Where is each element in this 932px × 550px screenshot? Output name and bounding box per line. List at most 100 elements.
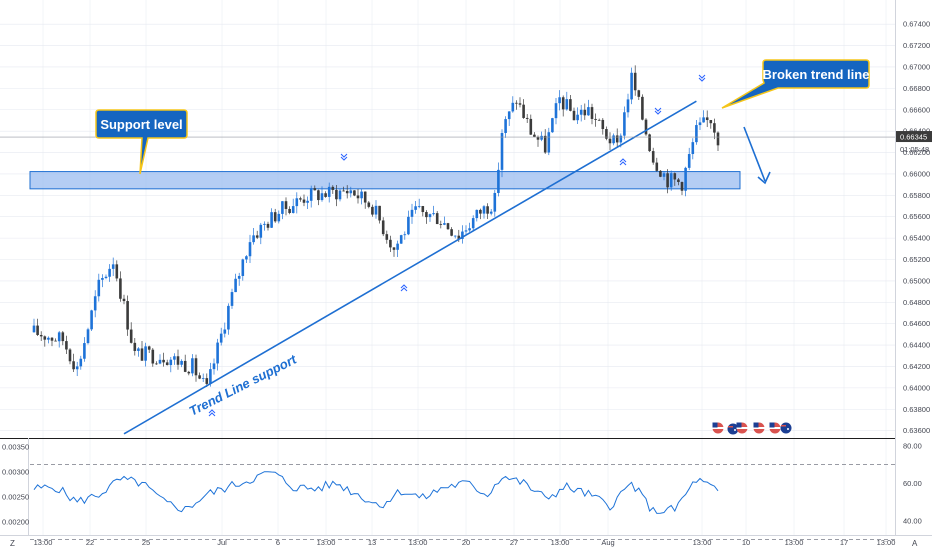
candle[interactable] [68, 348, 72, 365]
candle[interactable] [410, 203, 414, 224]
time-axis[interactable]: 13:00 22 25 Jul 6 13:00 13 13:00 20 27 13:00 Aug 13:… [34, 538, 896, 547]
candle[interactable] [83, 337, 86, 362]
candle[interactable] [255, 230, 259, 240]
candle[interactable] [579, 104, 583, 122]
candle[interactable] [266, 221, 270, 231]
candle[interactable] [227, 303, 230, 335]
candle[interactable] [61, 330, 65, 346]
candle[interactable] [93, 290, 97, 318]
candle[interactable] [378, 205, 381, 224]
candle[interactable] [187, 370, 191, 376]
event-flags[interactable] [712, 422, 792, 435]
candle[interactable] [241, 258, 245, 281]
candle[interactable] [695, 120, 698, 145]
trend-line-support[interactable] [123, 100, 697, 435]
candle[interactable] [475, 209, 479, 222]
candle[interactable] [536, 135, 540, 147]
candle[interactable] [497, 162, 500, 197]
candle[interactable] [399, 234, 403, 244]
candle[interactable] [356, 188, 360, 204]
candle[interactable] [212, 358, 216, 375]
candle[interactable] [216, 338, 219, 371]
candle[interactable] [597, 118, 601, 121]
candle[interactable] [147, 345, 151, 354]
candle[interactable] [569, 94, 572, 112]
candle[interactable] [698, 117, 702, 130]
candle[interactable] [363, 191, 367, 209]
broken-trend-callout[interactable]: Broken trend line [721, 59, 870, 109]
candle[interactable] [705, 110, 709, 128]
candle[interactable] [385, 230, 389, 244]
candle[interactable] [248, 234, 252, 264]
candle[interactable] [162, 352, 165, 367]
candle[interactable] [443, 216, 446, 226]
candle[interactable] [450, 227, 453, 237]
candle[interactable] [687, 147, 691, 171]
candle[interactable] [529, 114, 533, 135]
candle[interactable] [317, 189, 320, 206]
candle[interactable] [169, 356, 173, 373]
candle[interactable] [335, 185, 338, 207]
candle[interactable] [367, 201, 371, 209]
candle[interactable] [263, 221, 266, 231]
candle[interactable] [108, 264, 111, 282]
candle[interactable] [425, 210, 428, 224]
candle[interactable] [50, 336, 54, 347]
candle[interactable] [522, 99, 525, 119]
trend-line-layer[interactable] [123, 100, 697, 435]
candle[interactable] [79, 355, 83, 370]
candle[interactable] [129, 322, 133, 344]
candle[interactable] [489, 209, 493, 216]
candle[interactable] [666, 169, 669, 194]
candle[interactable] [140, 341, 144, 361]
candle[interactable] [547, 127, 551, 156]
candle[interactable] [291, 198, 295, 214]
candle[interactable] [198, 372, 201, 380]
candle[interactable] [209, 362, 212, 387]
candle[interactable] [133, 337, 137, 356]
candle[interactable] [57, 330, 61, 348]
candle[interactable] [518, 97, 522, 108]
candle[interactable] [637, 89, 641, 100]
candle[interactable] [230, 288, 234, 309]
candle[interactable] [540, 131, 543, 142]
candle[interactable] [396, 240, 399, 257]
candle[interactable] [39, 331, 43, 342]
candle[interactable] [234, 273, 237, 293]
candle[interactable] [252, 228, 255, 245]
current-price-tag[interactable]: 0.66345 [896, 131, 932, 143]
candle[interactable] [403, 231, 407, 240]
candle[interactable] [306, 196, 309, 210]
corner-right-label[interactable]: A [912, 539, 918, 548]
candle[interactable] [641, 94, 644, 121]
candle[interactable] [511, 96, 515, 113]
candle[interactable] [504, 116, 507, 138]
candle[interactable] [205, 373, 209, 387]
candle[interactable] [633, 65, 637, 96]
candle[interactable] [137, 347, 140, 357]
candle[interactable] [245, 255, 248, 264]
candle[interactable] [281, 201, 284, 220]
candle[interactable] [273, 208, 277, 223]
candle[interactable] [644, 118, 648, 136]
candle[interactable] [126, 295, 129, 336]
candle[interactable] [101, 274, 104, 288]
candle[interactable] [680, 181, 684, 196]
candle[interactable] [615, 128, 619, 148]
candle[interactable] [259, 222, 263, 245]
candle[interactable] [561, 95, 565, 117]
candle[interactable] [320, 186, 324, 202]
candle[interactable] [65, 335, 68, 355]
candle[interactable] [176, 349, 180, 370]
candle[interactable] [115, 260, 119, 282]
candle[interactable] [201, 373, 205, 382]
candle[interactable] [345, 185, 349, 199]
candle[interactable] [608, 132, 612, 150]
candle[interactable] [389, 235, 392, 252]
candle[interactable] [360, 188, 363, 205]
candle[interactable] [371, 204, 374, 217]
flag-au-icon[interactable] [727, 423, 739, 435]
candle[interactable] [75, 361, 79, 377]
candle[interactable] [515, 100, 518, 110]
